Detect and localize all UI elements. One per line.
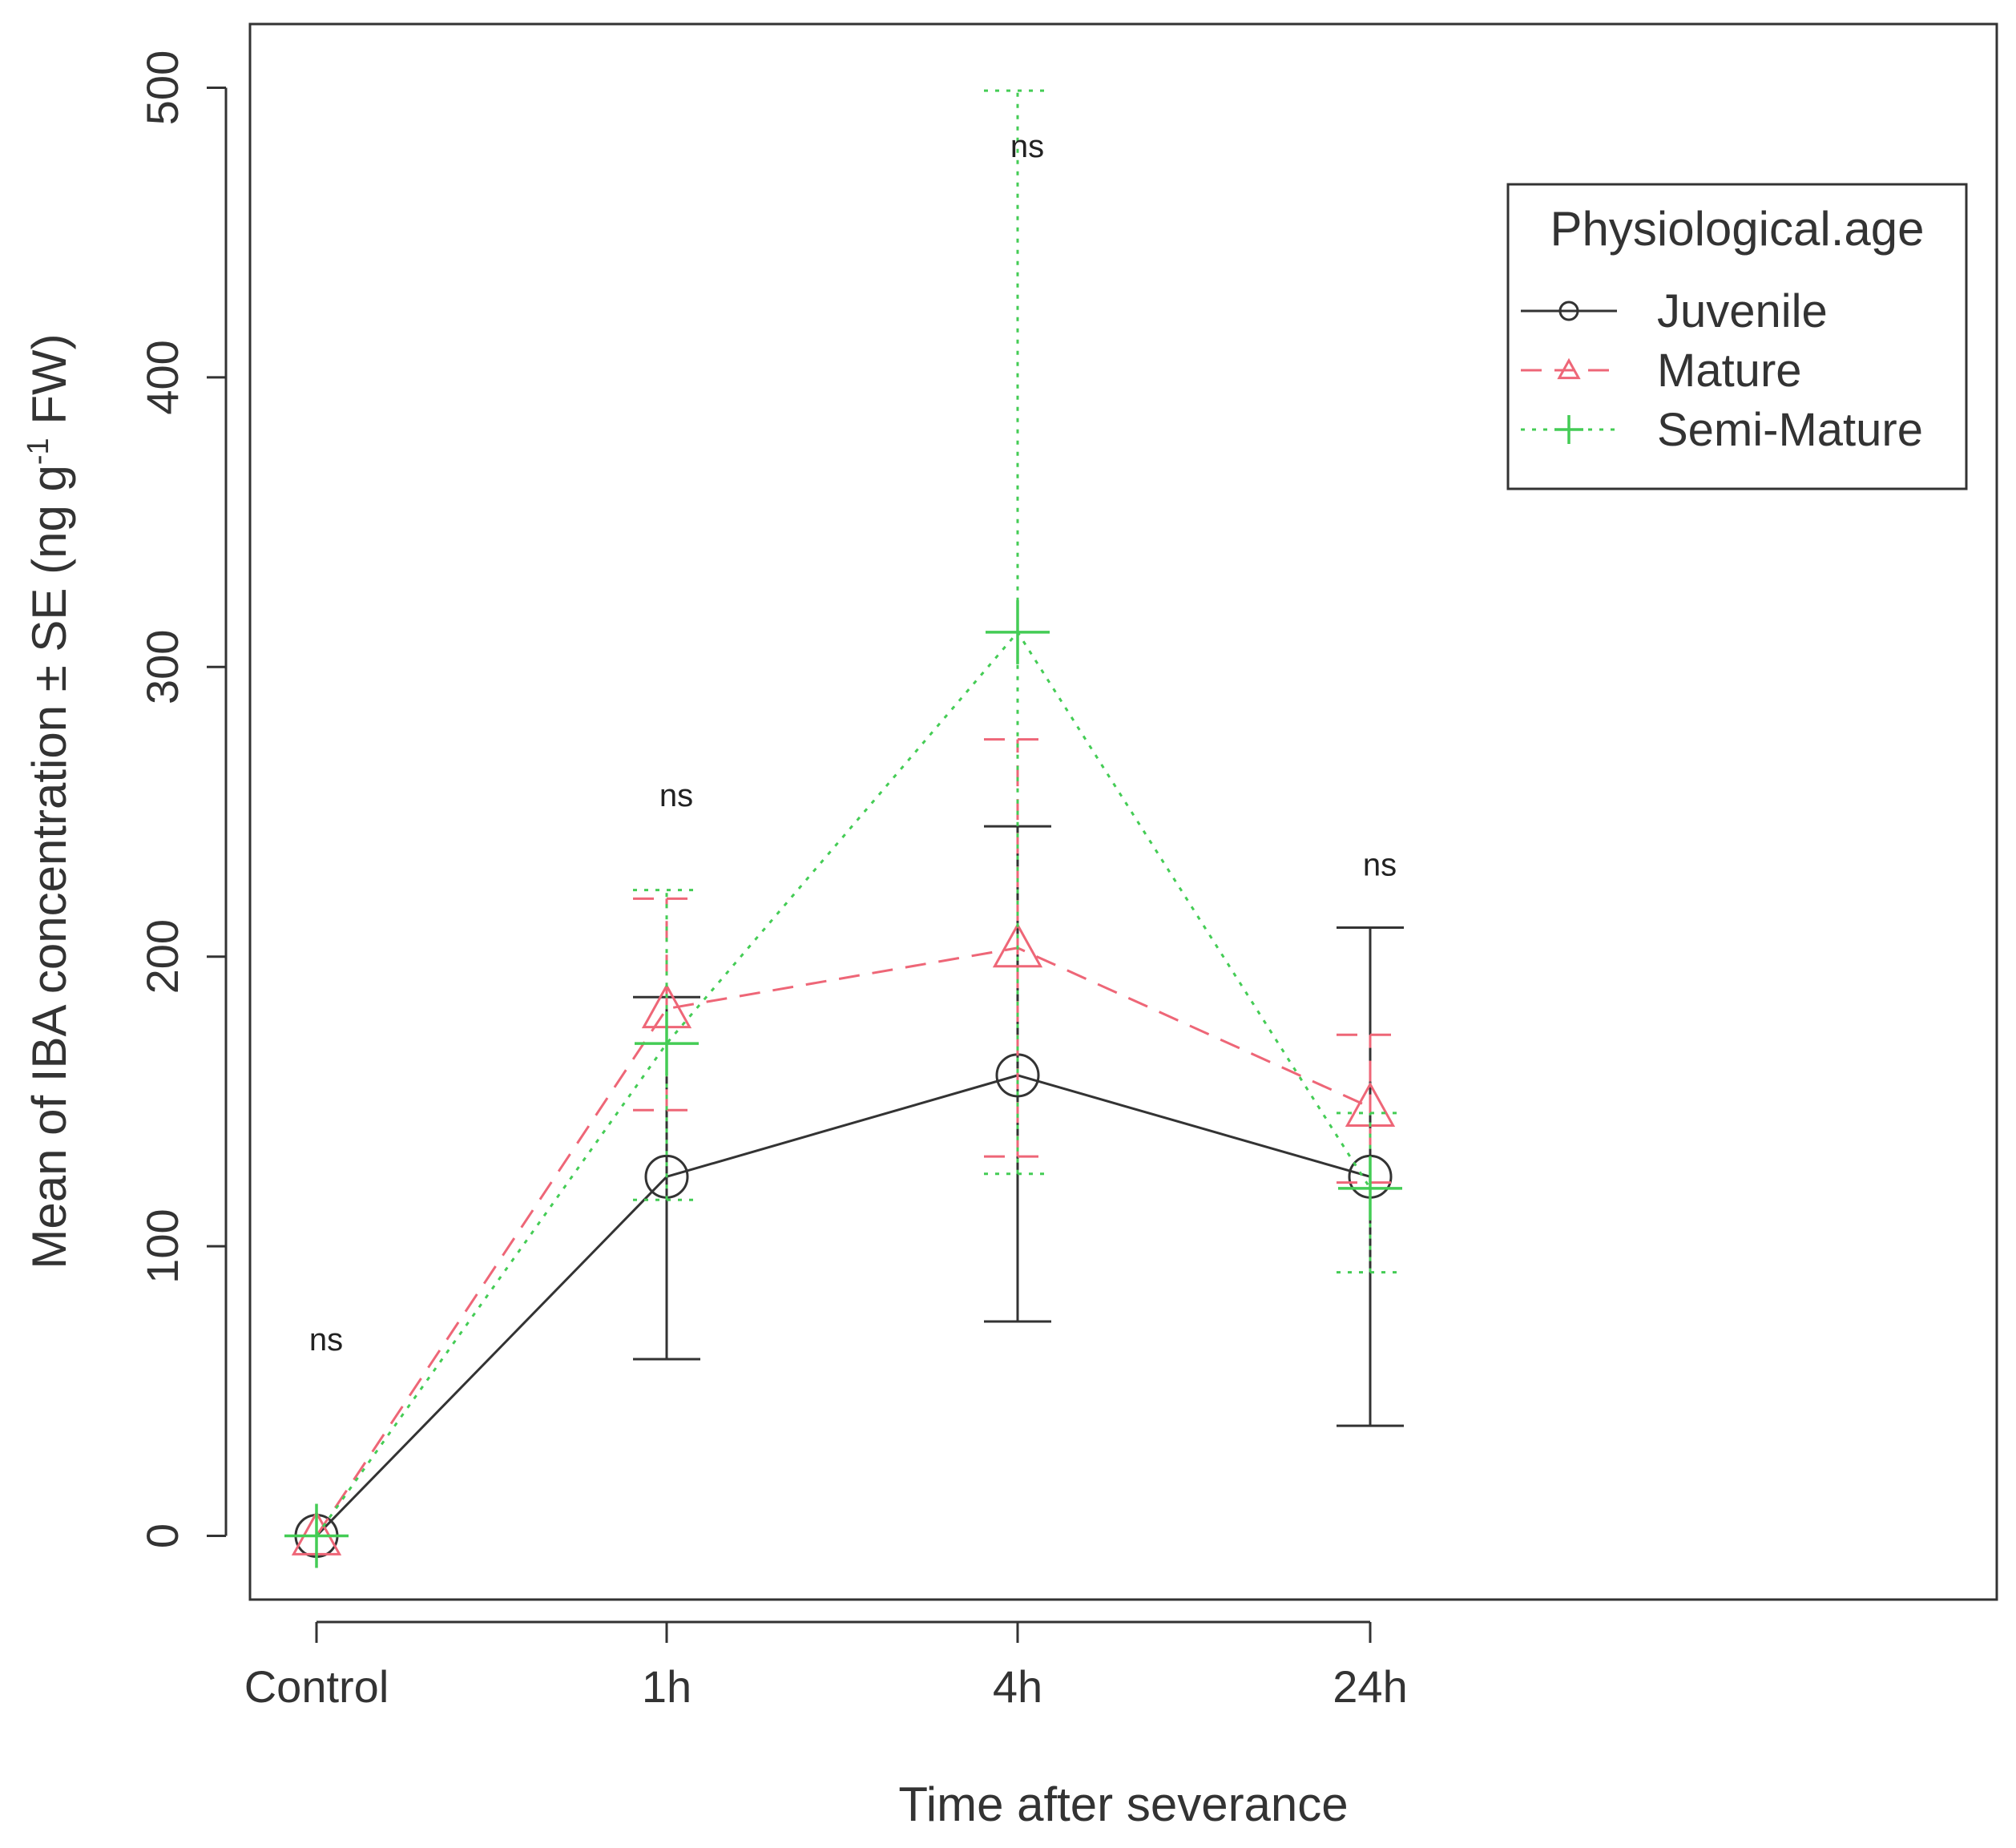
series-mature xyxy=(291,738,1404,1555)
series-line xyxy=(315,946,1371,1537)
x-axis: Control 1h 4h 24h xyxy=(244,1620,1408,1712)
x-tick-label: 1h xyxy=(642,1661,691,1712)
y-tick-label: 300 xyxy=(137,630,187,704)
x-axis-title: Time after severance xyxy=(898,1777,1348,1831)
legend: Physiological.age Juvenile Mature Semi-Mat… xyxy=(1506,183,1968,490)
legend-label: Semi-Mature xyxy=(1657,404,1923,456)
ns-annotation: ns xyxy=(659,778,693,813)
y-axis-title: Mean of IBA concentration ± SE (ng g-1 F… xyxy=(22,333,76,1269)
legend-marker xyxy=(1558,301,1579,321)
x-tick-label: 4h xyxy=(993,1661,1042,1712)
ns-annotation: ns xyxy=(309,1322,343,1358)
series-line xyxy=(315,1074,1371,1537)
ns-annotation: ns xyxy=(1363,848,1397,883)
series-semi-mature xyxy=(284,89,1404,1568)
legend-box xyxy=(1506,183,1968,490)
data-point xyxy=(635,1011,699,1076)
y-axis-title-superscript: -1 xyxy=(22,438,55,465)
y-tick-label: 400 xyxy=(137,340,187,414)
legend-label: Mature xyxy=(1657,345,1802,397)
y-tick-label: 200 xyxy=(137,919,187,994)
legend-title: Physiological.age xyxy=(1550,202,1925,256)
series-layer xyxy=(284,89,1404,1568)
data-point xyxy=(986,599,1050,664)
legend-item-juvenile: Juvenile xyxy=(1521,285,1828,337)
annotation-layer: ns ns ns ns xyxy=(309,129,1397,1358)
data-point xyxy=(1338,1156,1402,1221)
legend-item-semi-mature: Semi-Mature xyxy=(1521,404,1923,456)
legend-label: Juvenile xyxy=(1657,285,1828,337)
data-point xyxy=(284,1503,349,1568)
legend-marker xyxy=(1557,357,1581,380)
y-axis: 0 100 200 300 400 500 xyxy=(137,50,228,1548)
y-tick-label: 0 xyxy=(137,1523,187,1548)
legend-item-mature: Mature xyxy=(1521,345,1802,397)
x-tick-label: Control xyxy=(244,1661,389,1712)
series-juvenile xyxy=(294,825,1404,1558)
y-axis-title-main: Mean of IBA concentration ± SE (ng g xyxy=(22,465,76,1269)
legend-marker xyxy=(1554,415,1583,444)
data-point xyxy=(992,922,1043,968)
y-tick-label: 100 xyxy=(137,1208,187,1283)
y-axis-title-tail: FW) xyxy=(22,333,76,438)
plot-area-frame xyxy=(248,22,1998,1601)
y-tick-label: 500 xyxy=(137,50,187,125)
series-line xyxy=(315,630,1372,1537)
legend-items: Juvenile Mature Semi-Mature xyxy=(1521,285,1923,456)
ns-annotation: ns xyxy=(1010,129,1044,164)
x-tick-label: 24h xyxy=(1333,1661,1407,1712)
